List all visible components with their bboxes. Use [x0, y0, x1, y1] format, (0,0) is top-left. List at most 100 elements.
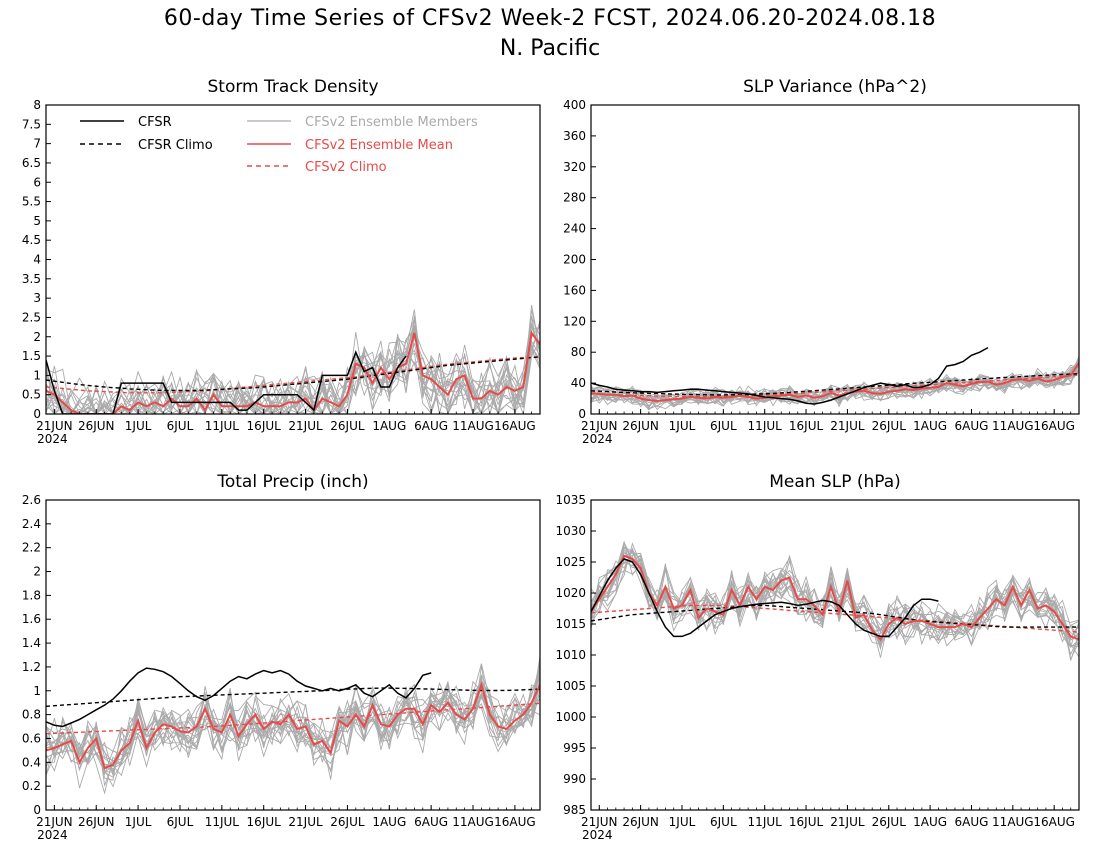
y-tick-label: 3.5 — [22, 272, 41, 286]
y-tick-label: 1.4 — [22, 636, 41, 650]
series-line-solid-black — [591, 346, 989, 405]
x-tick-label: 6AUG — [414, 419, 448, 433]
ensemble-member-line — [46, 320, 540, 414]
plot-frame — [590, 104, 1080, 415]
panel-title: Mean SLP (hPa) — [769, 472, 901, 492]
x-tick-label: 6JUL — [710, 419, 737, 433]
x-tick-label: 16JUL — [247, 419, 282, 433]
series-line-solid-red — [46, 681, 540, 770]
y-tick-label: 0.5 — [22, 388, 41, 402]
legend-label: CFSR Climo — [138, 138, 213, 153]
series-line-solid-red — [591, 362, 1079, 402]
x-tick-label: 6JUL — [167, 815, 194, 829]
ensemble-member-line — [46, 315, 540, 414]
y-tick-label: 0.6 — [22, 731, 41, 745]
y-tick-label: 0.4 — [22, 755, 41, 769]
y-tick-label: 4.5 — [22, 233, 41, 247]
x-tick-label: 16AUG — [1033, 419, 1075, 433]
x-tick-label: 11AUG — [452, 815, 494, 829]
x-tick-label: 16JUL — [789, 815, 824, 829]
y-tick-label: 0 — [578, 407, 586, 421]
ensemble-member-line — [591, 359, 1079, 409]
x-tick-label: 11JUL — [748, 419, 783, 433]
x-tick-label: 26JUL — [872, 419, 907, 433]
series-line-dash-red — [46, 356, 540, 394]
y-tick-label: 0.8 — [22, 708, 41, 722]
x-tick-label: 16AUG — [494, 815, 536, 829]
y-tick-label: 8 — [33, 98, 41, 112]
x-tick-label: 6AUG — [955, 815, 989, 829]
ensemble-member-line — [46, 668, 540, 795]
y-tick-label: 2.6 — [22, 493, 41, 507]
legend-label: CFSv2 Climo — [305, 160, 387, 175]
x-tick-label: 1AUG — [372, 815, 406, 829]
x-tick-label: 21JUL — [288, 815, 323, 829]
ensemble-member-line — [46, 325, 540, 414]
x-tick-label: 21JUN — [581, 419, 618, 433]
x-tick-label: 21JUN — [581, 815, 618, 829]
ensemble-member-line — [46, 323, 540, 414]
ensemble-member-line — [46, 324, 540, 414]
y-tick-label: 995 — [563, 741, 586, 755]
x-tick-label: 21JUN — [36, 815, 73, 829]
series-line-dash-black — [46, 356, 540, 392]
legend-label: CFSv2 Ensemble Mean — [305, 138, 453, 153]
y-tick-label: 320 — [563, 160, 586, 174]
x-tick-label: 11AUG — [992, 815, 1034, 829]
y-tick-label: 2.5 — [22, 310, 41, 324]
x-tick-label: 1JUL — [125, 419, 152, 433]
x-year-label: 2024 — [37, 432, 68, 446]
x-tick-label: 1JUL — [669, 815, 696, 829]
series-line-dash-black — [46, 687, 540, 707]
y-tick-label: 40 — [571, 376, 586, 390]
y-tick-label: 0 — [33, 407, 41, 421]
x-tick-label: 26JUL — [872, 815, 907, 829]
series-line-solid-red — [46, 330, 540, 414]
y-tick-label: 7.5 — [22, 117, 41, 131]
x-tick-label: 21JUL — [288, 419, 323, 433]
x-tick-label: 16JUL — [789, 419, 824, 433]
y-tick-label: 985 — [563, 803, 586, 817]
y-tick-label: 7 — [33, 137, 41, 151]
x-tick-label: 1JUL — [669, 419, 696, 433]
panel-title: SLP Variance (hPa^2) — [743, 77, 927, 97]
y-tick-label: 160 — [563, 283, 586, 297]
x-tick-label: 6JUL — [710, 815, 737, 829]
legend-label: CFSR — [138, 115, 172, 130]
x-tick-label: 21JUN — [36, 419, 73, 433]
y-tick-label: 1015 — [555, 617, 586, 631]
y-tick-label: 120 — [563, 314, 586, 328]
series-line-solid-black — [46, 667, 432, 728]
y-tick-label: 240 — [563, 222, 586, 236]
x-tick-label: 21JUL — [830, 815, 865, 829]
x-tick-label: 16JUL — [247, 815, 282, 829]
ensemble-member-line — [46, 676, 540, 777]
x-tick-label: 6JUL — [167, 419, 194, 433]
series-line-solid-red — [591, 554, 1079, 642]
panel-title: Storm Track Density — [207, 77, 378, 97]
plot-frame — [45, 499, 541, 811]
y-tick-label: 1010 — [555, 648, 586, 662]
y-tick-label: 2 — [33, 330, 41, 344]
y-tick-label: 400 — [563, 98, 586, 112]
y-tick-label: 1005 — [555, 679, 586, 693]
y-tick-label: 990 — [563, 772, 586, 786]
x-tick-label: 26JUN — [622, 419, 659, 433]
ensemble-member-line — [591, 367, 1079, 411]
y-tick-label: 1.5 — [22, 349, 41, 363]
y-tick-label: 2 — [33, 565, 41, 579]
ensemble-member-line — [591, 551, 1079, 648]
y-tick-label: 1 — [33, 684, 41, 698]
series-line-dash-black — [591, 604, 1079, 628]
ensemble-members-2 — [46, 656, 540, 795]
series-line-solid-black — [46, 350, 407, 414]
y-tick-label: 200 — [563, 253, 586, 267]
y-tick-label: 1.6 — [22, 612, 41, 626]
x-tick-label: 1AUG — [913, 419, 947, 433]
y-tick-label: 2.2 — [22, 541, 41, 555]
x-tick-label: 11AUG — [992, 419, 1034, 433]
x-year-label: 2024 — [37, 828, 68, 842]
panel-title: Total Precip (inch) — [216, 472, 368, 492]
x-tick-label: 26JUL — [330, 419, 365, 433]
x-tick-label: 16AUG — [494, 419, 536, 433]
